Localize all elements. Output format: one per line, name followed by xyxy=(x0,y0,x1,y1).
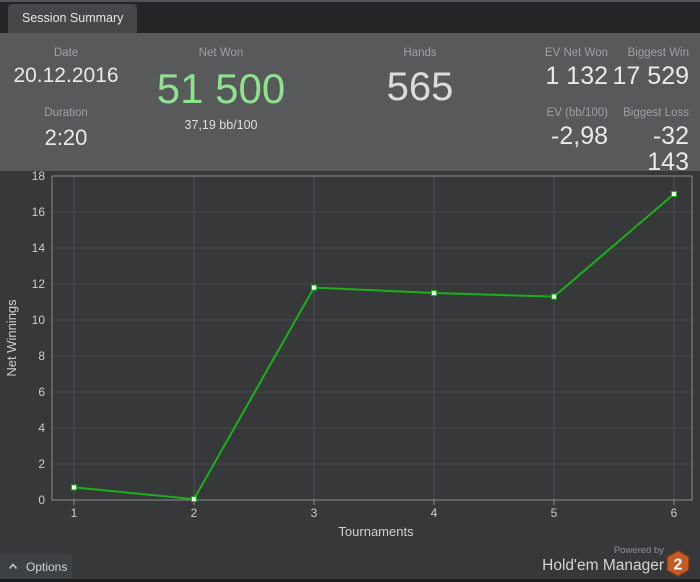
stat-net-won: Net Won 51 500 37,19 bb/100 xyxy=(148,46,294,132)
stat-duration: Duration 2:20 xyxy=(10,106,122,149)
data-point-marker xyxy=(311,284,317,291)
y-tick-label: 10 xyxy=(32,313,46,327)
biggest-win-label: Biggest Win xyxy=(627,47,689,59)
y-tick-label: 4 xyxy=(38,421,45,435)
data-point-marker xyxy=(71,484,77,491)
data-point-marker xyxy=(191,496,197,503)
y-tick-label: 6 xyxy=(38,385,45,399)
y-tick-label: 2 xyxy=(38,457,45,471)
y-axis-title: Net Winnings xyxy=(4,299,19,377)
chart-region: 1 2 3 4 5 6 0 2 4 6 8 10 12 14 16 18 Tournaments Net Winn… xyxy=(0,169,700,582)
hands-label: Hands xyxy=(403,47,437,59)
net-won-bb100: 37,19 bb/100 xyxy=(184,118,258,133)
x-axis-title: Tournaments xyxy=(338,524,414,539)
biggest-loss-value: -32 143 xyxy=(647,122,689,177)
stat-date: Date 20.12.2016 xyxy=(10,46,122,87)
brand-block: Powered by Hold'em Manager xyxy=(542,546,664,573)
plot-border xyxy=(51,175,693,501)
options-button[interactable]: Options xyxy=(0,554,72,579)
net-won-value: 51 500 xyxy=(156,65,286,112)
holdem-manager-2-logo-icon: 2 xyxy=(666,550,690,577)
brand-name: Hold'em Manager xyxy=(542,556,664,574)
y-tick-label: 18 xyxy=(32,171,46,183)
hands-value: 565 xyxy=(386,65,454,109)
x-tick-label: 3 xyxy=(311,506,318,520)
ev-bb100-label: EV (bb/100) xyxy=(546,107,608,119)
ev-bb100-value: -2,98 xyxy=(551,122,608,150)
data-point-marker xyxy=(551,293,557,300)
chevron-up-icon xyxy=(8,563,18,570)
tab-label: Session Summary xyxy=(22,11,124,25)
tab-session-summary[interactable]: Session Summary xyxy=(8,4,138,33)
powered-by-text: Powered by xyxy=(613,545,664,556)
ev-net-won-value: 1 132 xyxy=(545,62,608,90)
y-tick-label: 14 xyxy=(32,241,46,255)
duration-value: 2:20 xyxy=(44,125,88,150)
y-tick-label: 0 xyxy=(38,493,45,507)
stat-hands: Hands 565 xyxy=(350,46,490,108)
y-tick-label: 12 xyxy=(32,277,46,291)
duration-label: Duration xyxy=(44,107,88,119)
stat-ev-net-won: EV Net Won 1 132 xyxy=(500,46,608,89)
date-label: Date xyxy=(53,47,79,59)
biggest-loss-label: Biggest Loss xyxy=(623,107,689,119)
net-won-label: Net Won xyxy=(198,47,244,59)
x-tick-label: 6 xyxy=(671,506,678,520)
stat-biggest-win: Biggest Win 17 529 xyxy=(612,46,689,89)
bottom-strip xyxy=(0,579,700,582)
tab-bar: Session Summary xyxy=(0,2,700,33)
stat-biggest-loss: Biggest Loss -32 143 xyxy=(612,106,689,176)
date-value: 20.12.2016 xyxy=(13,64,119,87)
y-tick-label: 16 xyxy=(32,205,46,219)
net-winnings-series-line xyxy=(73,193,675,501)
x-tick-label: 2 xyxy=(191,506,198,520)
ev-net-won-label: EV Net Won xyxy=(544,47,608,59)
x-tick-label: 5 xyxy=(551,506,558,520)
y-tick-label: 8 xyxy=(38,349,45,363)
x-tick-label: 1 xyxy=(71,506,78,520)
biggest-win-value: 17 529 xyxy=(612,62,689,90)
options-label: Options xyxy=(26,559,68,574)
data-point-marker xyxy=(431,290,437,296)
stats-bar: Date 20.12.2016 Duration 2:20 Net Won 51… xyxy=(0,33,700,175)
data-point-marker xyxy=(671,191,677,197)
x-tick-label: 4 xyxy=(431,506,438,520)
logo-2-text: 2 xyxy=(674,557,683,574)
stat-ev-bb100: EV (bb/100) -2,98 xyxy=(500,106,608,149)
